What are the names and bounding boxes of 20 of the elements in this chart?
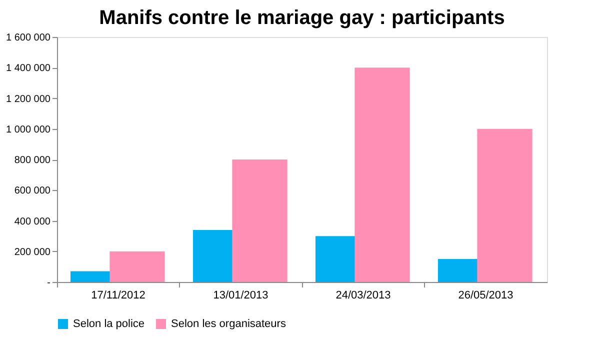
y-tick-label: 1 000 000 <box>6 124 51 136</box>
x-tick-label: 26/05/2013 <box>458 290 514 302</box>
bar <box>354 68 410 282</box>
y-tick-label: 800 000 <box>14 155 51 166</box>
y-tick-label: 1 600 000 <box>6 32 51 44</box>
y-tick-label: 200 000 <box>14 246 51 258</box>
x-tick-label: 24/03/2013 <box>336 290 391 302</box>
y-tick-label: 1 200 000 <box>6 94 51 105</box>
x-tick-label: 17/11/2012 <box>91 290 146 302</box>
bar <box>477 128 532 282</box>
y-tick-label: 400 000 <box>14 216 51 228</box>
chart-title: Manifs contre le mariage gay : participants <box>99 7 505 29</box>
y-tick-label: 1 400 000 <box>6 63 51 74</box>
bar <box>232 160 288 282</box>
y-tick-label: - <box>47 278 50 288</box>
x-tick-label: 13/01/2013 <box>213 290 268 302</box>
y-tick-label: 600 000 <box>14 186 51 197</box>
legend-label: Selon les organisateurs <box>171 318 286 330</box>
legend-label: Selon la police <box>73 318 145 330</box>
bar <box>110 251 165 282</box>
